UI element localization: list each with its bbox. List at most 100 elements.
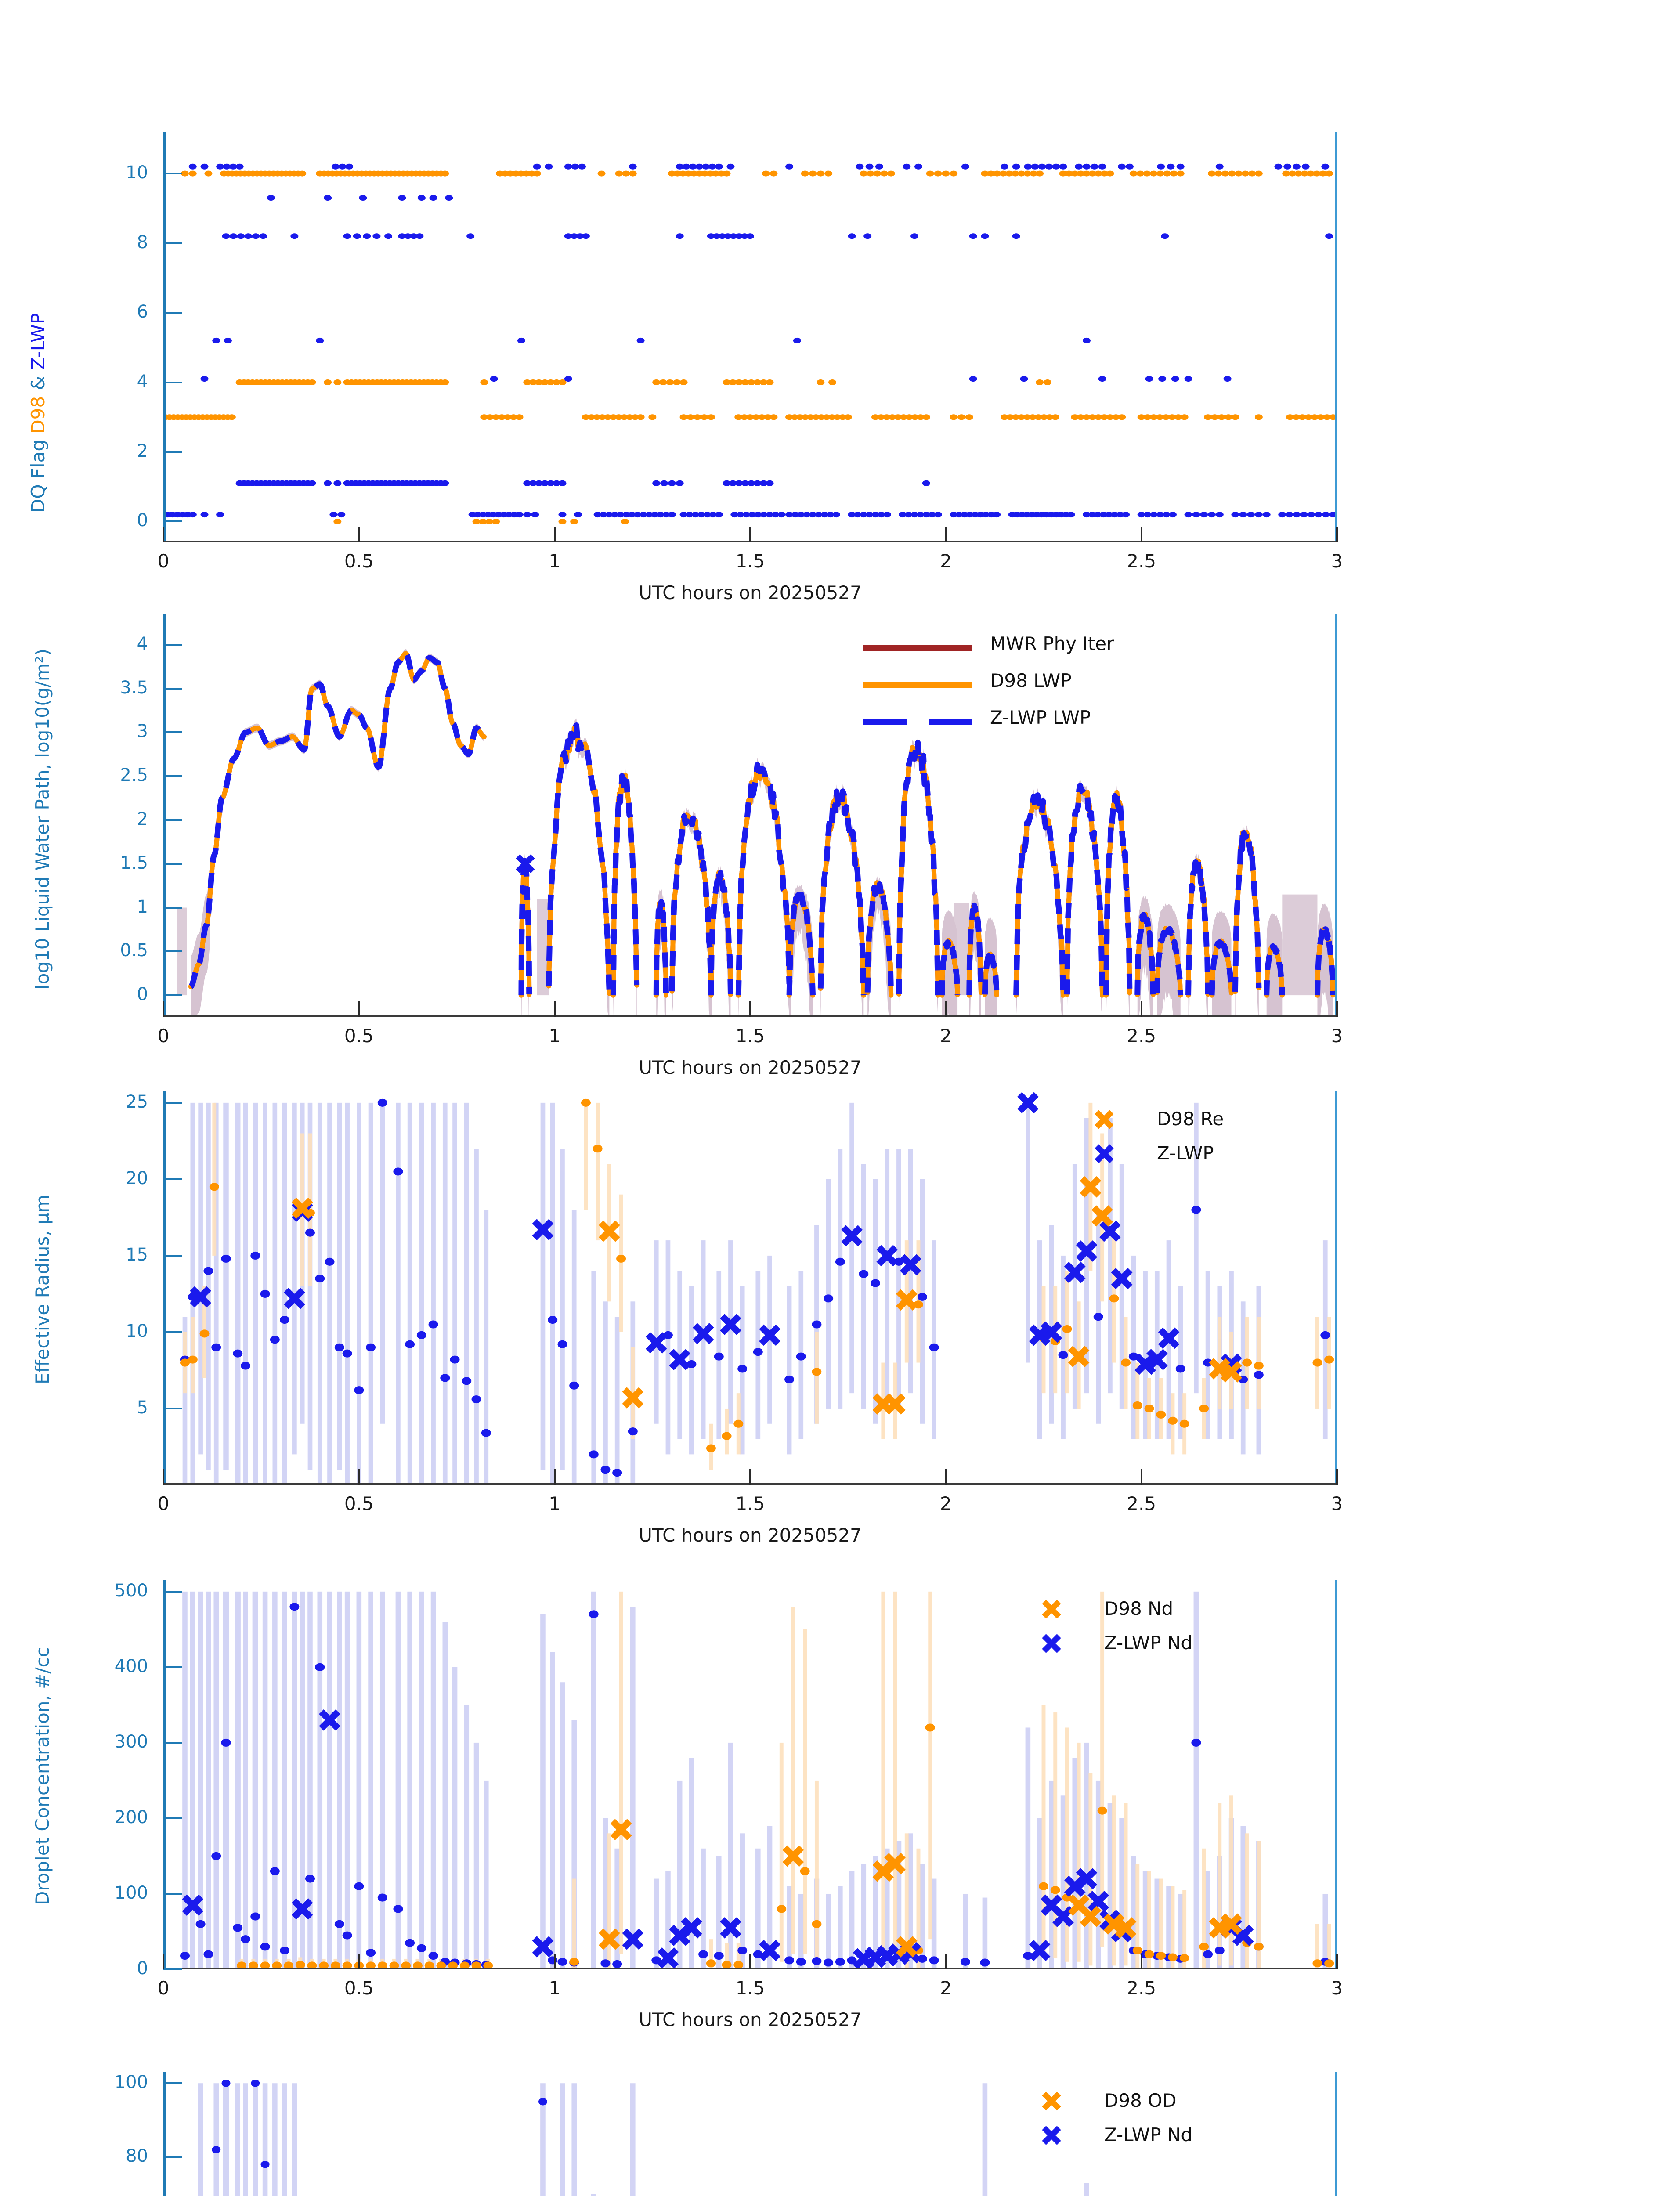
x-tick-label-3-4: 2 <box>939 1493 952 1514</box>
y-tick-label-1-2: 4 <box>137 371 148 392</box>
y-tick-label-4-5: 500 <box>114 1580 148 1601</box>
y-tick-4-0 <box>163 1968 182 1970</box>
z-lwp-uncertainty-band <box>198 2083 1089 2196</box>
series-z-lwp-lwp <box>188 650 1336 996</box>
x-tick-label-4-6: 3 <box>1331 1977 1343 1999</box>
y-axis-spine-4 <box>163 1580 166 1969</box>
legend-item-1: Z-LWP Nd <box>1038 2120 1337 2154</box>
z-lwp-uncertainty-band <box>182 1591 1328 1969</box>
y-tick-label-5-4: 80 <box>126 2146 148 2167</box>
y-tick-4-3 <box>163 1741 182 1744</box>
y-tick-1-5 <box>163 173 182 175</box>
y-tick-label-2-5: 2.5 <box>120 765 148 786</box>
y-tick-label-4-1: 100 <box>114 1882 148 1903</box>
data-layer-5 <box>198 2080 1089 2196</box>
data-layer-1 <box>163 163 1337 524</box>
plot-panel-3: 5 10 15 20 25 0 0.5 1 1.5 2 2.5 3 UTC hours on 20250… <box>32 1091 1343 1546</box>
y-tick-1-3 <box>163 312 182 314</box>
y-tick-1-0 <box>163 520 182 523</box>
legend-label-1: Z-LWP Nd <box>1104 2124 1193 2145</box>
z-lwp-points <box>180 1098 1330 1477</box>
legend-item-2: Z-LWP LWP <box>863 703 1302 740</box>
y-tick-2-2 <box>163 907 182 909</box>
legend-panel-5: D98 OD Z-LWP Nd <box>1038 2085 1337 2154</box>
y-axis-label-2: log10 Liquid Water Path, log10(g/m²) <box>32 648 53 990</box>
legend-marker-0 <box>1038 2088 1065 2114</box>
legend-swatch-2-a <box>863 719 907 725</box>
right-spine-3 <box>1335 1091 1337 1485</box>
z-lwp-points <box>212 2080 547 2168</box>
x-tick-2-1 <box>358 1001 360 1017</box>
x-tick-2-2 <box>553 1001 556 1017</box>
legend-marker-1 <box>1038 2122 1065 2149</box>
y-tick-label-2-6: 3 <box>137 721 148 742</box>
x-tick-label-3-6: 3 <box>1331 1493 1343 1514</box>
x-tick-2-3 <box>749 1001 751 1017</box>
x-tick-3-1 <box>358 1469 360 1485</box>
x-tick-1-0 <box>163 527 164 542</box>
legend-marker-1 <box>1038 1630 1065 1657</box>
legend-label-0: MWR Phy Iter <box>990 633 1114 654</box>
x-axis-label-3: UTC hours on 20250527 <box>639 1524 862 1546</box>
y-tick-5-5 <box>163 2082 182 2084</box>
x-tick-4-2 <box>553 1954 556 1969</box>
y-tick-1-2 <box>163 381 182 383</box>
legend-item-0: D98 Nd <box>1038 1593 1337 1628</box>
y-axis-label-4: Droplet Concentration, #/cc <box>32 1647 53 1905</box>
legend-panel-3: D98 Re Z-LWP <box>1091 1104 1337 1172</box>
y-tick-label-1-1: 2 <box>137 441 148 461</box>
y-axis-spine-1 <box>163 132 166 542</box>
y-tick-3-0 <box>163 1407 182 1409</box>
y-tick-label-4-3: 300 <box>114 1731 148 1752</box>
d98-uncertainty-band <box>239 1591 1331 1969</box>
x-tick-label-2-6: 3 <box>1331 1025 1343 1047</box>
x-tick-3-4 <box>945 1469 947 1485</box>
legend-swatch-1 <box>863 682 972 688</box>
y-tick-label-4-0: 0 <box>137 1958 148 1979</box>
x-tick-2-6 <box>1336 1001 1338 1017</box>
y-tick-label-2-7: 3.5 <box>120 677 148 698</box>
x-tick-4-4 <box>945 1954 947 1969</box>
x-tick-label-2-1: 0.5 <box>344 1025 374 1047</box>
y-tick-label-2-4: 2 <box>137 809 148 829</box>
y-tick-label-5-5: 100 <box>114 2072 148 2093</box>
legend-item-0: MWR Phy Iter <box>863 629 1302 666</box>
x-axis-label-2: UTC hours on 20250527 <box>639 1057 862 1078</box>
y-tick-1-1 <box>163 451 182 453</box>
data-layer-3 <box>180 1092 1334 1485</box>
x-tick-label-1-0: 0 <box>157 550 170 572</box>
series-z-lwp-dq-flag <box>163 163 1337 518</box>
legend-label-0: D98 OD <box>1104 2090 1177 2111</box>
highlight-markers <box>190 1092 1242 1415</box>
legend-item-0: D98 OD <box>1038 2085 1337 2120</box>
y-tick-label-1-0: 0 <box>137 510 148 531</box>
x-tick-4-5 <box>1140 1954 1142 1969</box>
y-tick-label-4-4: 400 <box>114 1656 148 1676</box>
y-axis-label-part-0: DQ Flag <box>27 433 49 513</box>
series-d98-dq-flag <box>163 170 1337 524</box>
legend-label-1: Z-LWP Nd <box>1104 1632 1193 1654</box>
x-tick-1-5 <box>1140 527 1142 542</box>
right-spine-1 <box>1335 132 1337 542</box>
plot-panel-4: 0 100 200 300 400 500 0 0.5 1 1.5 2 2.5 3 UTC hours o… <box>32 1580 1343 2030</box>
right-spine-2 <box>1335 614 1337 1017</box>
y-tick-2-3 <box>163 863 182 865</box>
x-tick-label-3-3: 1.5 <box>735 1493 765 1514</box>
y-tick-label-2-8: 4 <box>137 633 148 654</box>
legend-swatch-0 <box>863 645 972 651</box>
y-tick-5-4 <box>163 2156 182 2158</box>
x-tick-label-4-1: 0.5 <box>344 1977 374 1999</box>
x-tick-3-3 <box>749 1469 751 1485</box>
legend-marker-0 <box>1038 1596 1065 1622</box>
y-tick-4-2 <box>163 1817 182 1819</box>
x-tick-3-6 <box>1336 1469 1338 1485</box>
lwp-point-marker <box>516 854 535 874</box>
y-axis-spine-3 <box>163 1091 166 1485</box>
x-tick-2-5 <box>1140 1001 1142 1017</box>
x-tick-1-6 <box>1336 527 1338 542</box>
y-tick-label-2-1: 0.5 <box>120 940 148 961</box>
legend-label-1: Z-LWP <box>1157 1142 1214 1164</box>
highlight-markers <box>182 1709 1254 1969</box>
y-axis-label-part-2: & <box>27 369 49 390</box>
